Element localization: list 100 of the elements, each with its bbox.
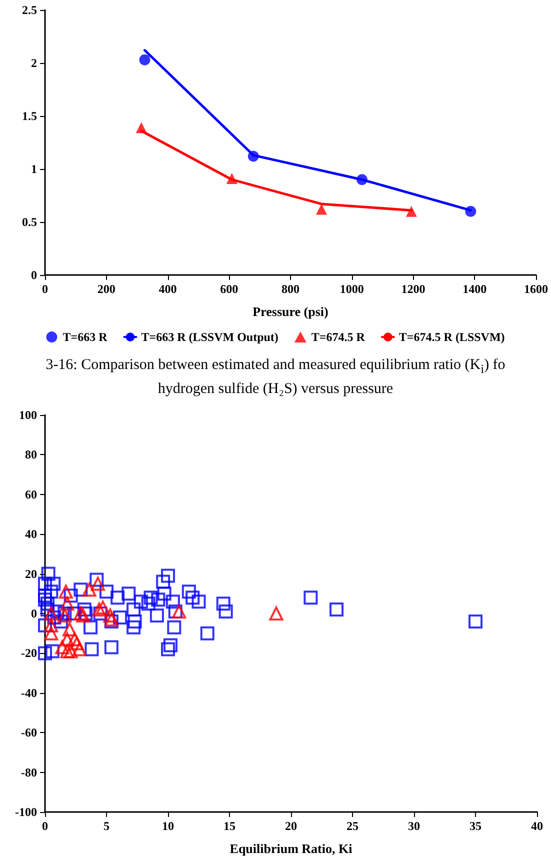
point (50, 604, 64, 619)
legend-label: T=663 R (LSSVM Output) (141, 330, 278, 344)
point (38, 592, 52, 607)
point (200, 626, 214, 640)
point (46, 576, 61, 591)
x-tick-label: 0 (42, 282, 48, 296)
point (113, 610, 128, 624)
point (77, 602, 92, 617)
point (38, 646, 52, 660)
point (92, 602, 106, 617)
x-tick-label: 1600 (524, 282, 548, 296)
point (40, 596, 54, 611)
point (161, 642, 175, 656)
point (55, 640, 70, 654)
point (47, 610, 62, 624)
point (316, 204, 327, 215)
y-tick-label: 100 (19, 408, 37, 422)
point (182, 584, 196, 599)
point (70, 636, 84, 650)
point (45, 644, 60, 658)
point (54, 614, 68, 628)
point (44, 584, 58, 599)
point (104, 640, 118, 654)
legend-label: T=674.5 R (311, 330, 366, 344)
x-axis-title: Pressure (psi) (252, 304, 328, 319)
y-tick-label: 0 (31, 606, 37, 620)
point (100, 584, 114, 599)
point (76, 608, 90, 622)
point (161, 568, 175, 583)
point (151, 592, 166, 607)
point (72, 642, 86, 656)
point (150, 608, 164, 622)
point (93, 606, 108, 620)
point (304, 590, 318, 605)
point (218, 604, 233, 619)
y-tick-label: 20 (25, 566, 37, 581)
point (64, 588, 78, 603)
point (60, 632, 74, 646)
point (406, 206, 417, 217)
point (44, 626, 58, 640)
text: hydrogen sulfide (H₂S) versus pressure (158, 381, 394, 397)
y-tick-label: 0 (31, 268, 37, 282)
legend-label: T=674.5 R (LSSVM) (398, 330, 505, 344)
x-tick-label: 30 (408, 819, 420, 833)
x-tick-label: 400 (158, 282, 177, 296)
x-axis-title: Equilibrium Ratio, Ki (230, 841, 353, 856)
x-tick-label: 800 (282, 282, 300, 296)
point (156, 574, 170, 589)
y-tick-label: 40 (25, 527, 37, 542)
point (44, 618, 58, 632)
point (167, 620, 182, 634)
point (74, 606, 88, 620)
point (128, 614, 142, 628)
point (157, 586, 172, 601)
y-tick-label: -60 (21, 726, 37, 740)
point (134, 594, 148, 609)
x-tick-label: 0 (42, 819, 48, 833)
point (38, 576, 52, 591)
x-tick-label: 10 (162, 819, 174, 833)
x-tick-label: 40 (531, 819, 543, 833)
point (192, 594, 206, 609)
x-tick-label: 15 (224, 819, 236, 833)
point (141, 596, 156, 611)
point (166, 594, 180, 609)
x-tick-label: 1200 (401, 282, 426, 296)
y-tick-label: 80 (25, 448, 37, 462)
point (186, 590, 200, 605)
point (78, 606, 93, 620)
x-tick-label: 1400 (462, 282, 487, 296)
y-tick-label: 1.5 (22, 109, 37, 123)
point (60, 596, 74, 611)
point (84, 642, 99, 656)
point (468, 614, 482, 628)
point (68, 632, 82, 646)
point (144, 590, 158, 605)
x-tick-label: 600 (220, 282, 238, 296)
point (62, 622, 77, 636)
y-tick-label: -100 (15, 805, 37, 819)
point (38, 588, 52, 603)
x-tick-label: 1000 (340, 282, 364, 296)
point (60, 644, 74, 658)
point (68, 606, 82, 620)
point (330, 602, 344, 617)
point (168, 604, 182, 619)
point (84, 620, 98, 634)
y-tick-label: -80 (21, 765, 37, 780)
point (58, 584, 73, 599)
point (126, 602, 141, 617)
point (64, 644, 78, 658)
point (139, 54, 150, 66)
y-tick-label: 2.5 (22, 3, 37, 17)
point (96, 600, 110, 615)
point (126, 620, 141, 634)
point (82, 582, 96, 597)
y-tick-label: 0.5 (22, 215, 37, 229)
point (216, 596, 230, 611)
point (41, 566, 56, 581)
x-tick-label: 35 (470, 819, 482, 833)
point (163, 638, 178, 652)
point (122, 586, 136, 601)
